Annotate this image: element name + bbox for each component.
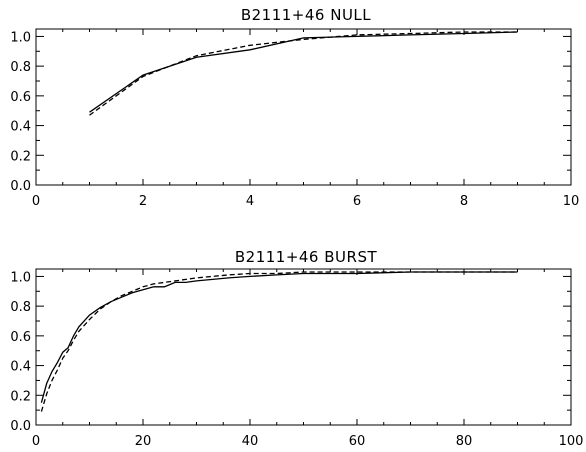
burst-ytick-label: 0.2 — [10, 389, 31, 404]
null-axis-ticks — [35, 29, 572, 186]
burst-series-dashed-line — [40, 271, 518, 412]
burst-ytick-label: 0.0 — [10, 419, 31, 434]
null-ytick-label: 1.0 — [10, 30, 31, 45]
burst-plot-frame — [35, 268, 572, 426]
null-ytick-label: 0.2 — [10, 149, 31, 164]
burst-xtick-label: 0 — [32, 434, 40, 449]
null-xtick-label: 8 — [460, 194, 468, 209]
burst-xtick-label: 100 — [559, 434, 584, 449]
null-series-solid-line — [89, 31, 518, 113]
burst-ytick-label: 0.4 — [10, 360, 31, 375]
burst-series-lines — [40, 271, 518, 412]
null-xtick-label: 4 — [246, 194, 254, 209]
burst-xtick-label: 60 — [349, 434, 366, 449]
null-ytick-label: 0.8 — [10, 60, 31, 75]
burst-ytick-label: 1.0 — [10, 270, 31, 285]
burst-xtick-label: 80 — [456, 434, 473, 449]
burst-series-solid-line — [40, 271, 518, 403]
null-series-dashed-line — [89, 31, 518, 116]
null-panel-title: B2111+46 NULL — [241, 6, 371, 24]
null-series-lines — [89, 31, 518, 116]
burst-axis-ticks — [35, 269, 572, 426]
burst-panel: B2111+46 BURST 0 20 40 60 80 1000.00.20.40.60… — [10, 248, 583, 449]
null-ytick-label: 0.0 — [10, 179, 31, 194]
null-xtick-label: 2 — [139, 194, 147, 209]
burst-ytick-label: 0.6 — [10, 330, 31, 345]
null-xtick-label: 0 — [32, 194, 40, 209]
null-plot-frame — [35, 28, 572, 186]
burst-tick-labels: 0 20 40 60 80 100 0.0 0.2 0.4 0.6 0.8 1.0 — [10, 270, 583, 449]
null-ytick-label: 0.4 — [10, 120, 31, 135]
null-ytick-label: 0.6 — [10, 90, 31, 105]
null-tick-labels: 0 2 4 6 8 10 0.0 0.2 0.4 0.6 0.8 1.0 — [10, 30, 579, 209]
burst-xtick-label: 20 — [135, 434, 152, 449]
burst-ytick-label: 0.8 — [10, 300, 31, 315]
null-panel: B2111+46 NULL 0 2 4 6 8 10 0.0 0.2 0.4 0.6 0.8 1.0 — [10, 6, 579, 209]
null-xtick-label: 6 — [353, 194, 361, 209]
burst-xtick-label: 40 — [242, 434, 259, 449]
null-xtick-label: 10 — [563, 194, 580, 209]
burst-panel-title: B2111+46 BURST — [235, 248, 378, 266]
